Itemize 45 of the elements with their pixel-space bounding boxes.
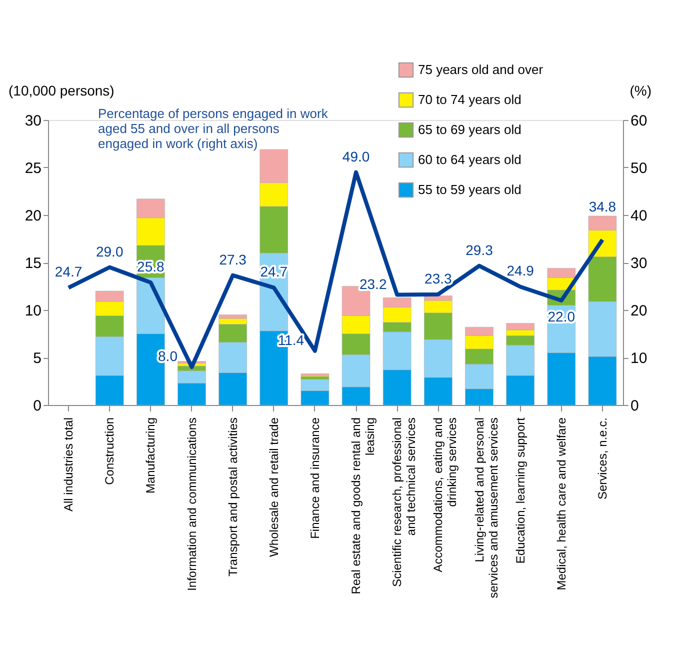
data-label: 24.9	[506, 262, 534, 279]
x-tick-label: Real estate and goods rental and leasing	[349, 418, 378, 594]
y-tick-label: 10	[24, 302, 42, 320]
y2-tick-label: 60	[630, 112, 648, 130]
y-tick-label: 20	[24, 208, 42, 224]
x-tick-label: Services, n.e.c.	[595, 418, 610, 500]
y2-tick-label: 10	[630, 350, 648, 367]
y2-tick-label: 40	[630, 208, 648, 224]
data-label: 34.8	[588, 198, 616, 215]
y2-tick-label: 0	[630, 398, 639, 414]
y-axis-title: (10,000 persons)	[8, 82, 114, 98]
y2-tick-label: 20	[630, 302, 648, 320]
y-tick-label: 5	[33, 350, 42, 367]
data-label: 29.0	[96, 243, 124, 260]
data-label: 23.3	[424, 270, 452, 286]
x-tick-label: Information and communications	[184, 418, 199, 591]
y2-axis-title: (%)	[630, 82, 652, 98]
data-label: 22.0	[548, 308, 576, 324]
y-tick-label: 30	[24, 112, 42, 130]
data-label: 27.3	[219, 251, 247, 268]
annotation: Percentage of persons engaged in work aged 55 and over in all persons engaged in work (right axis)	[98, 106, 328, 151]
legend-label: 60 to 64 years old	[418, 152, 522, 167]
data-label: 25.8	[137, 258, 165, 274]
legend-label: 75 years old and over	[418, 62, 544, 77]
x-tick-label: Transport and postal activities	[226, 418, 240, 576]
x-tick-label: Manufacturing	[144, 418, 158, 494]
y2-tick-label: 50	[630, 160, 648, 177]
data-label: 24.7	[54, 264, 82, 280]
x-tick-label: Medical, health care and welfare	[554, 417, 568, 590]
data-label: 24.7	[260, 264, 288, 280]
data-label: 49.0	[342, 148, 370, 164]
legend-label: 70 to 74 years old	[418, 92, 522, 107]
x-tick-label: All industries total	[62, 418, 76, 512]
x-tick-label: Education, learning support	[513, 416, 528, 564]
legend-label: 55 to 59 years old	[418, 182, 522, 197]
data-label: 29.3	[466, 242, 494, 258]
x-tick-label: Wholesale and retail trade	[266, 417, 281, 557]
y-tick-label: 15	[24, 255, 42, 272]
y-tick-label: 25	[24, 160, 42, 177]
legend-label: 65 to 69 years old	[418, 122, 522, 137]
x-tick-label: Finance and insurance	[308, 417, 322, 539]
x-tick-label: Construction	[102, 418, 117, 485]
data-label: 23.2	[359, 276, 387, 292]
y-tick-label: 0	[33, 398, 42, 414]
y2-tick-label: 30	[630, 255, 648, 272]
